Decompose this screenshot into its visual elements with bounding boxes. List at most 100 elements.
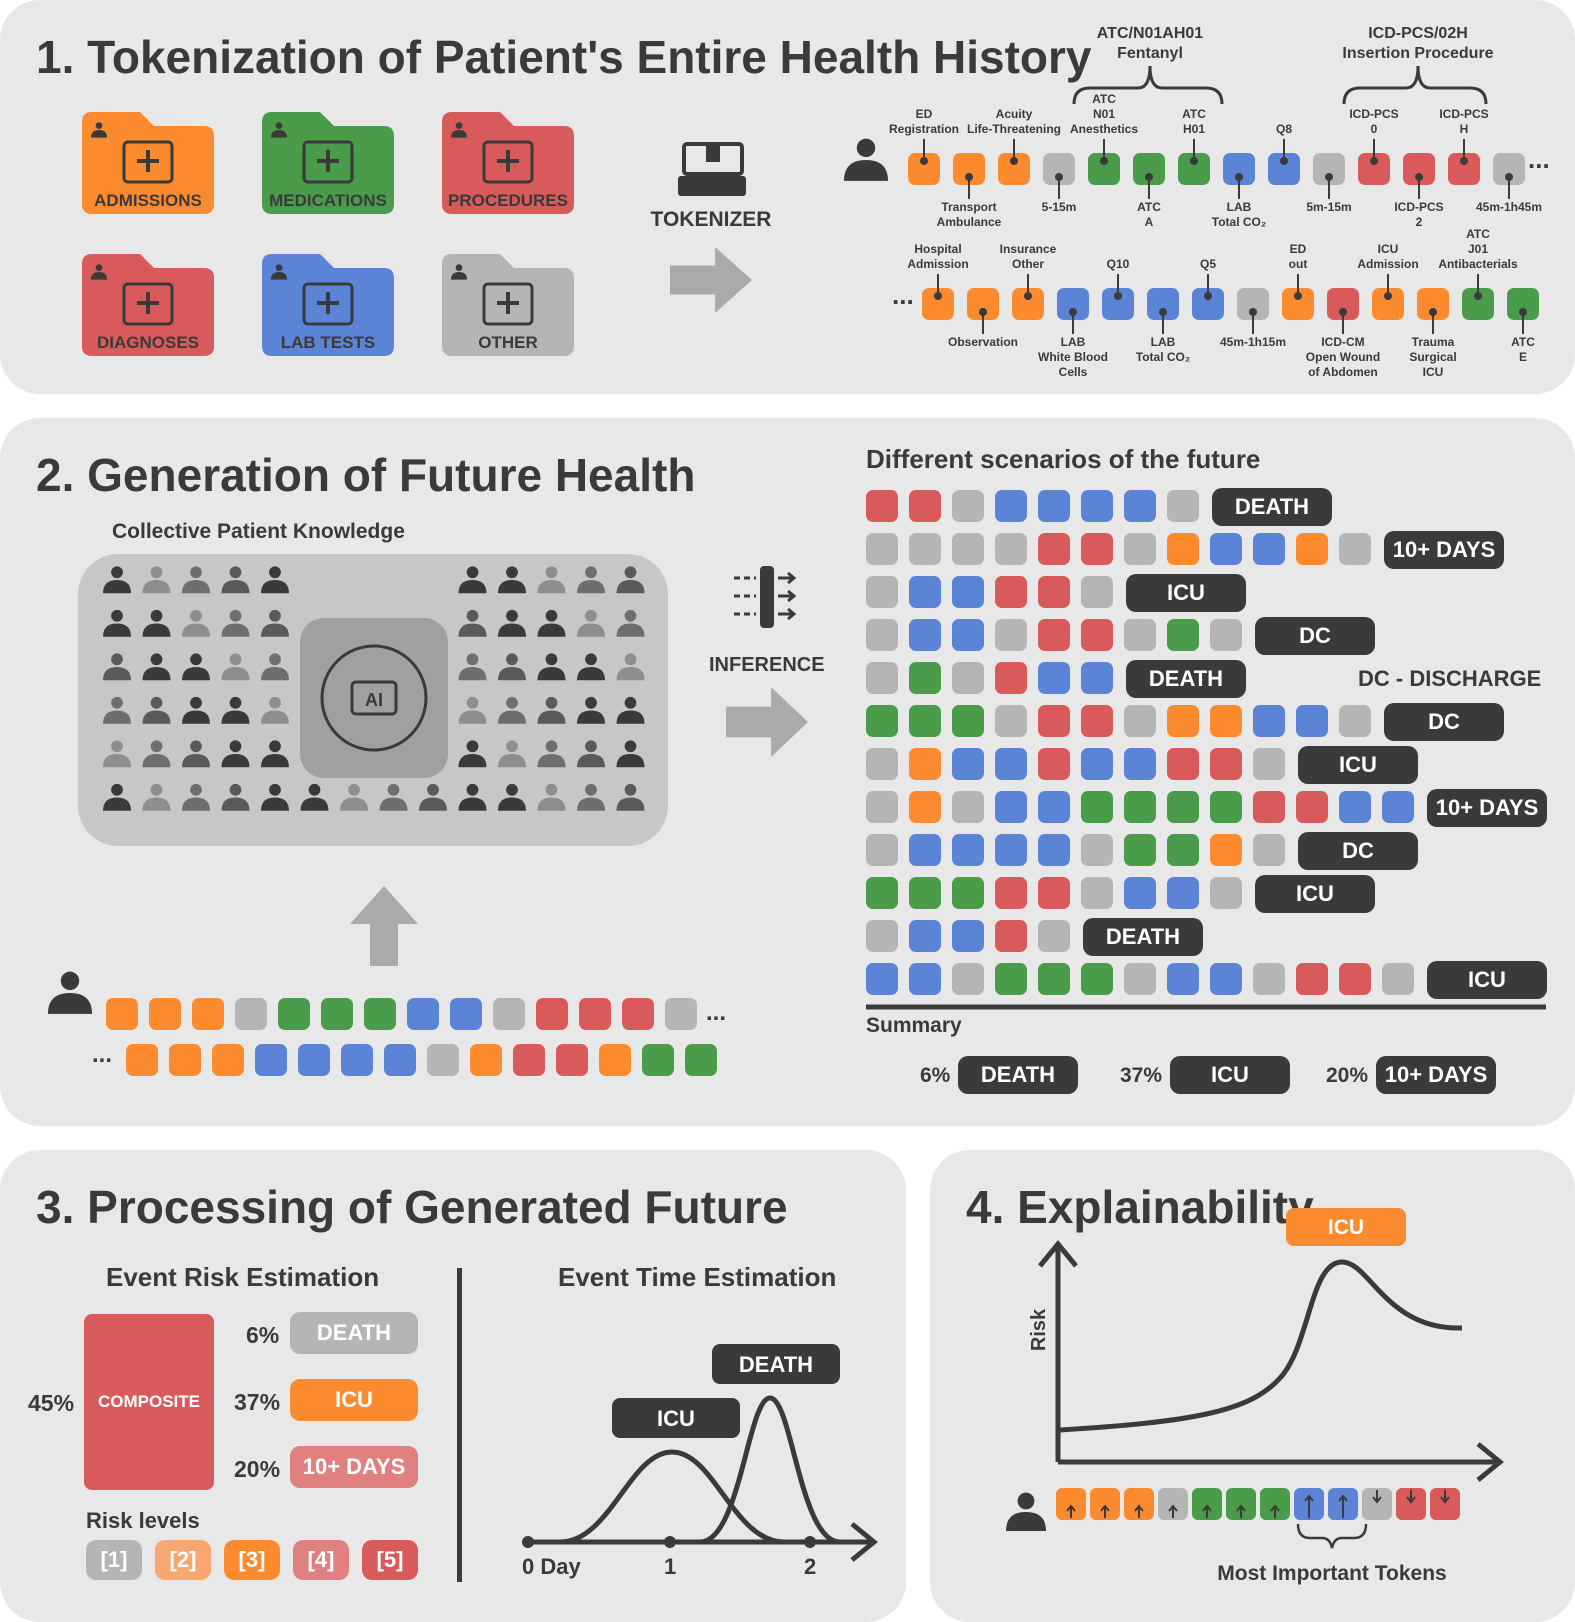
token-label: ED — [916, 107, 933, 121]
scenario-token — [1339, 791, 1371, 823]
risk-outcome: 10+ DAYS — [290, 1446, 418, 1488]
summary-title: Summary — [866, 1014, 962, 1037]
panel-tokenization: 1. Tokenization of Patient's Entire Heal… — [0, 0, 1575, 394]
scenario-token — [1296, 705, 1328, 737]
crowd-person-icon — [458, 696, 487, 724]
crowd-person-icon — [142, 783, 171, 811]
token-r1-14: 45m-1h45m — [1476, 153, 1542, 214]
tokenization-diagram: ADMISSIONS MEDICATIONS PROCEDURES DIAGNOSES… — [82, 25, 1550, 379]
token-label: Surgical — [1409, 350, 1456, 364]
folder-label: PROCEDURES — [448, 191, 568, 210]
scenario-token — [909, 834, 941, 866]
scenario-token — [1167, 791, 1199, 823]
token-label: Q5 — [1200, 257, 1216, 271]
crowd-person-icon — [142, 740, 171, 768]
token-label: Trauma — [1412, 335, 1455, 349]
token-label: ATC — [1466, 227, 1490, 241]
panel-3-title-text: Processing of Generated Future — [87, 1181, 788, 1233]
composite-label: COMPOSITE — [97, 1392, 200, 1411]
summary-percent: 6% — [920, 1064, 951, 1087]
crowd-person-icon — [537, 566, 566, 594]
panel-explainability: 4. Explainability Risk ICU Most Important … — [930, 1150, 1575, 1622]
token-label: E — [1519, 350, 1527, 364]
test-tube-icon — [302, 282, 354, 326]
tokenizer-label: TOKENIZER — [651, 208, 772, 231]
scenario-token — [1296, 533, 1328, 565]
crowd-person-icon — [498, 609, 526, 637]
scenario-outcome: DC — [1384, 703, 1504, 741]
crowd-person-icon — [182, 653, 210, 681]
person-icon — [91, 264, 107, 280]
tick-label: 1 — [664, 1554, 676, 1579]
scenario-token — [952, 877, 984, 909]
token-label: ICD-PCS — [1394, 200, 1443, 214]
scenario-outcome: DC — [1255, 617, 1375, 655]
scenario-token — [866, 834, 898, 866]
token-label: White Blood — [1038, 350, 1108, 364]
scenario-token — [1210, 877, 1242, 909]
token-label: ATC — [1092, 92, 1116, 106]
scenario-token — [1124, 963, 1156, 995]
scenario-token — [1253, 791, 1285, 823]
scenario-token — [1038, 920, 1070, 952]
folder-lab-tests: LAB TESTS — [262, 254, 394, 356]
token-label: Registration — [889, 122, 959, 136]
ai-brain-icon: AI — [300, 618, 448, 778]
token-r1-10: 5m-15m — [1306, 153, 1352, 214]
tick-label: 2 — [804, 1554, 816, 1579]
attribution-token — [1090, 1488, 1120, 1520]
time-estimation-chart: 0 Day 1 2 ICU DEATH — [522, 1344, 878, 1579]
crowd-person-icon — [221, 609, 250, 637]
scenario-outcome: DEATH — [1212, 488, 1332, 526]
crowd-person-icon — [142, 566, 171, 594]
inference-label: INFERENCE — [709, 654, 825, 676]
scenario-token — [952, 748, 984, 780]
patient-token — [298, 1044, 330, 1076]
scenario-token — [866, 748, 898, 780]
scenario-token — [1038, 834, 1070, 866]
panel-3-number: 3. — [36, 1181, 75, 1233]
scenario-token — [1124, 705, 1156, 737]
patient-token — [321, 998, 353, 1030]
hospital-icon — [122, 140, 174, 184]
composite-percent: 45% — [28, 1390, 75, 1416]
token-label: Transport — [941, 200, 996, 214]
scenario-token — [995, 662, 1027, 694]
scenario-token — [995, 920, 1027, 952]
scenario-token — [1253, 705, 1285, 737]
scenario-token — [952, 576, 984, 608]
patient-token — [235, 998, 267, 1030]
crowd-person-icon — [616, 609, 645, 637]
token-label: ICD-CM — [1321, 335, 1364, 349]
scenario-token — [1382, 791, 1414, 823]
patient-token — [642, 1044, 674, 1076]
panel-3-title: 3. Processing of Generated Future — [36, 1180, 788, 1234]
scenario-token — [995, 576, 1027, 608]
scenario-token — [1167, 705, 1199, 737]
attribution-token — [1328, 1488, 1358, 1520]
scenario-token — [1124, 877, 1156, 909]
token-r2-8: 45m-1h15m — [1220, 288, 1286, 349]
folder-admissions: ADMISSIONS — [82, 112, 214, 214]
death-curve — [699, 1395, 841, 1545]
crowd-person-icon — [616, 696, 645, 724]
scenario-token — [909, 576, 941, 608]
folder-label: ADMISSIONS — [94, 191, 202, 210]
token-label: A — [1145, 215, 1154, 229]
surgery-icon — [482, 140, 534, 184]
crowd-person-icon — [103, 740, 131, 768]
crowd-person-icon — [537, 609, 566, 637]
brace-group: ATC/N01AH01 Fentanyl — [1072, 25, 1224, 105]
scenario-token — [1038, 963, 1070, 995]
panel-2-number: 2. — [36, 449, 75, 501]
scenario-token — [866, 963, 898, 995]
icu-curve — [559, 1449, 785, 1545]
panel-generation: 2. Generation of Future Health Collectiv… — [0, 418, 1575, 1126]
brace-code: ICD-PCS/02H — [1368, 25, 1468, 42]
